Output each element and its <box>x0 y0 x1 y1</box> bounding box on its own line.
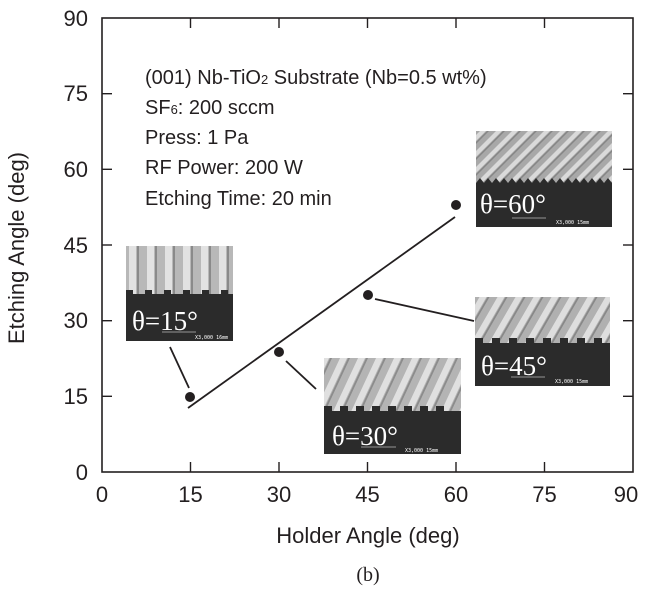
data-point-30 <box>274 347 284 357</box>
data-point-15 <box>185 392 195 402</box>
sem-inset-60: θ=60° X3,000 15mm <box>476 131 612 227</box>
y-tick-45: 45 <box>64 233 88 258</box>
x-tick-60: 60 <box>444 482 468 507</box>
x-tick-45: 45 <box>355 482 379 507</box>
inset-30-meta: X3,000 15mm <box>405 448 438 454</box>
figure-caption: (b) <box>356 564 379 586</box>
data-points <box>185 200 461 402</box>
y-tick-labels: 90 75 60 45 30 15 0 <box>64 6 88 485</box>
sem-inset-45: θ=45° X3,000 15mm <box>475 297 610 386</box>
y-tick-15: 15 <box>64 384 88 409</box>
condition-etching-time: Etching Time: 20 min <box>145 188 332 210</box>
y-tick-60: 60 <box>64 157 88 182</box>
condition-rf-power: RF Power: 200 W <box>145 157 303 179</box>
inset-60-label: θ=60° <box>480 189 546 219</box>
x-tick-75: 75 <box>532 482 556 507</box>
y-axis-title: Etching Angle (deg) <box>4 152 29 344</box>
x-tick-labels: 0 15 30 45 60 75 90 <box>96 482 638 507</box>
y-tick-30: 30 <box>64 308 88 333</box>
inset-60-meta: X3,000 15mm <box>556 220 589 226</box>
fit-line <box>187 216 456 409</box>
condition-gas: SF6: 200 sccm <box>145 97 275 119</box>
inset-15-label: θ=15° <box>132 306 198 336</box>
inset-30-label: θ=30° <box>332 421 398 451</box>
leader-lines <box>169 298 475 390</box>
y-tick-90: 90 <box>64 6 88 31</box>
y-axis-ticks <box>102 92 633 397</box>
sem-inset-15: θ=15° X3,000 16mm <box>126 246 233 341</box>
y-tick-0: 0 <box>76 460 88 485</box>
x-tick-15: 15 <box>178 482 202 507</box>
x-tick-30: 30 <box>267 482 291 507</box>
data-point-60 <box>451 200 461 210</box>
inset-45-label: θ=45° <box>481 351 547 381</box>
condition-pressure: Press: 1 Pa <box>145 127 249 149</box>
conditions-annotation: (001) Nb-TiO2 Substrate (Nb=0.5 wt%) SF6… <box>145 67 487 210</box>
x-tick-0: 0 <box>96 482 108 507</box>
x-axis-ticks <box>189 18 546 472</box>
sem-inset-30: θ=30° X3,000 15mm <box>324 358 461 454</box>
inset-15-meta: X3,000 16mm <box>195 335 228 341</box>
x-axis-title: Holder Angle (deg) <box>276 523 459 548</box>
data-point-45 <box>363 290 373 300</box>
condition-substrate: (001) Nb-TiO2 Substrate (Nb=0.5 wt%) <box>145 67 487 89</box>
x-tick-90: 90 <box>614 482 638 507</box>
inset-45-meta: X3,000 15mm <box>555 379 588 385</box>
y-tick-75: 75 <box>64 81 88 106</box>
